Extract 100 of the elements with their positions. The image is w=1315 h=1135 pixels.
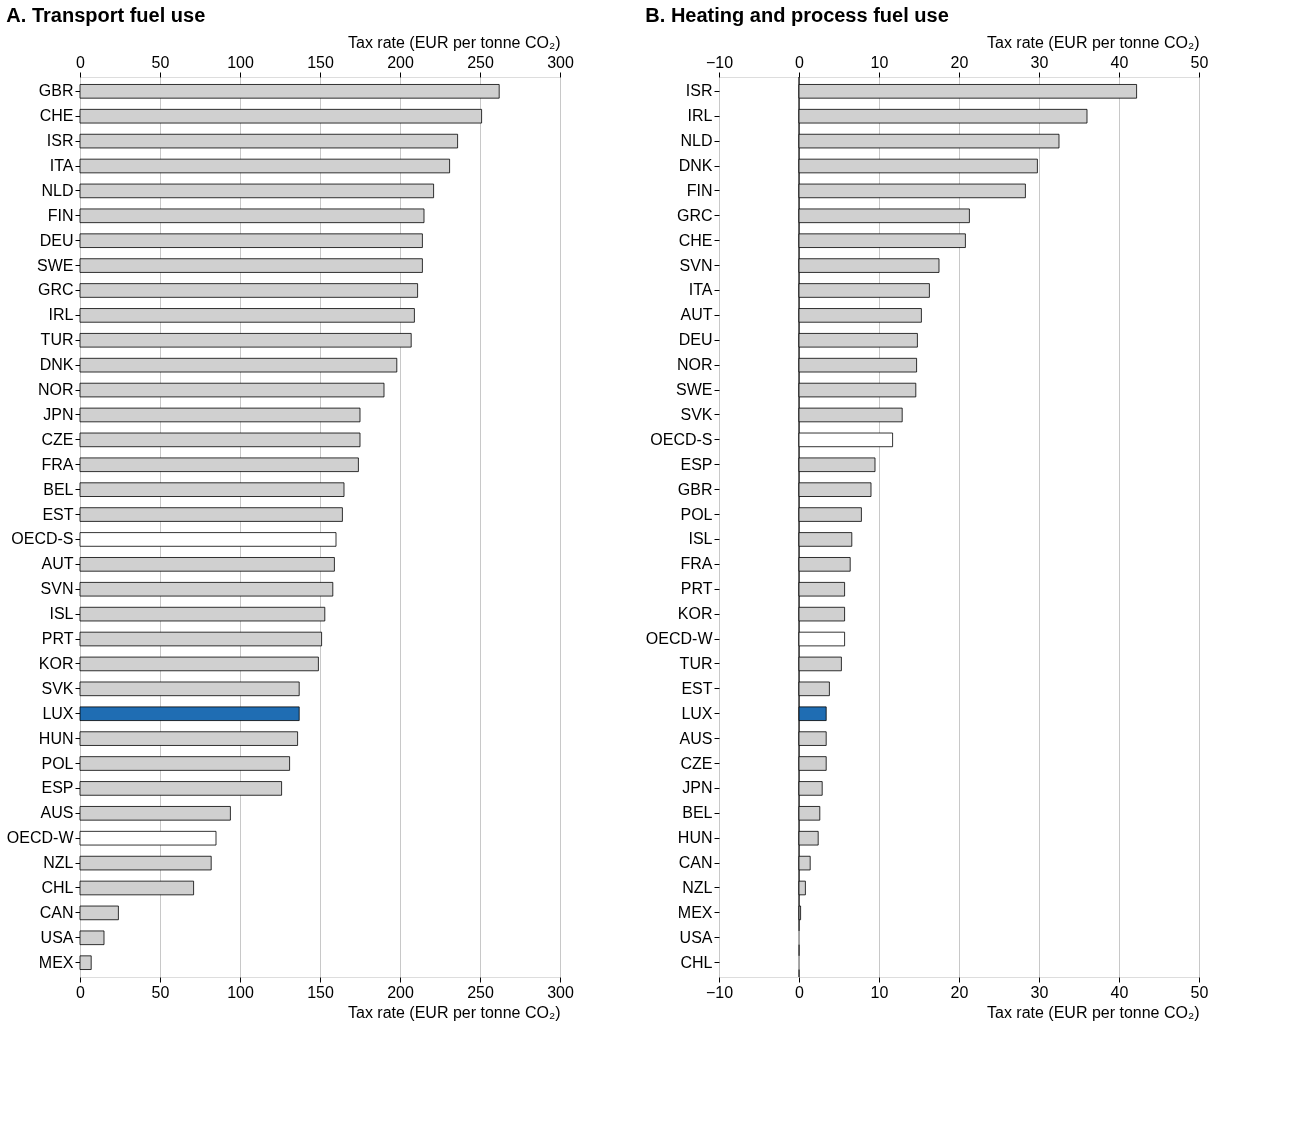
chart-title: B. Heating and process fuel use <box>645 4 949 26</box>
y-tick-label: SWE <box>37 256 74 274</box>
y-tick-label: GBR <box>38 82 74 100</box>
y-tick-label: CHL <box>41 879 74 896</box>
x2-tick-label: −10 <box>705 983 734 1001</box>
y-tick-label: BEL <box>682 804 713 822</box>
y-tick-label: DEU <box>39 231 74 249</box>
y-tick-label: IRL <box>687 107 713 125</box>
x2-axis-title: Tax rate (EUR per tonne CO₂) <box>347 33 561 51</box>
y-tick-label: SVN <box>40 580 74 598</box>
y-tick-label: DNK <box>39 356 74 374</box>
y-tick-label: ISR <box>46 132 74 150</box>
x-tick-label: 20 <box>950 53 969 71</box>
x2-tick-label: 100 <box>227 983 254 1001</box>
y-tick-label: CHE <box>39 107 74 125</box>
y-tick-label: LUX <box>681 704 713 722</box>
x-tick-label: 50 <box>151 53 170 71</box>
y-tick-label: AUT <box>41 555 74 573</box>
y-tick-label: USA <box>40 928 74 946</box>
x-tick-label: 100 <box>227 53 254 71</box>
y-tick-label: HUN <box>677 829 713 847</box>
x-tick-label: −10 <box>705 53 734 71</box>
y-tick-label: TUR <box>679 654 713 672</box>
y-tick-label: CZE <box>41 430 74 448</box>
x2-tick-label: 50 <box>151 983 170 1001</box>
x2-tick-label: 50 <box>1190 983 1209 1001</box>
y-tick-label: FRA <box>41 455 74 473</box>
y-tick-label: NOR <box>37 381 74 399</box>
y-tick-label: ITA <box>688 281 713 299</box>
y-tick-label: GRC <box>676 206 713 224</box>
x-tick-label: 300 <box>547 53 574 71</box>
x2-tick-label: 300 <box>547 983 574 1001</box>
y-tick-label: CHE <box>678 231 713 249</box>
y-tick-label: NOR <box>676 356 713 374</box>
y-tick-label: ISL <box>49 605 74 623</box>
y-tick-label: CZE <box>680 754 713 772</box>
y-tick-label: IRL <box>48 306 74 324</box>
y-tick-label: USA <box>679 928 713 946</box>
y-tick-label: GRC <box>37 281 74 299</box>
y-tick-label: JPN <box>43 405 74 423</box>
y-tick-label: EST <box>681 679 713 697</box>
y-tick-label: AUS <box>679 729 713 747</box>
x-tick-label: 10 <box>870 53 889 71</box>
y-tick-label: PRT <box>680 580 713 598</box>
y-tick-label: NLD <box>41 181 74 199</box>
x-tick-label: 150 <box>307 53 334 71</box>
y-tick-label: OECD-S <box>11 530 74 548</box>
y-tick-label: ISR <box>685 82 713 100</box>
y-tick-label: NLD <box>680 132 713 150</box>
y-tick-label: LUX <box>42 704 74 722</box>
y-tick-label: KOR <box>677 605 713 623</box>
x-axis-title: Tax rate (EUR per tonne CO₂) <box>986 1003 1200 1021</box>
x-tick-label: 40 <box>1110 53 1129 71</box>
x2-tick-label: 0 <box>76 983 86 1001</box>
x2-axis-title: Tax rate (EUR per tonne CO₂) <box>986 33 1200 51</box>
x-tick-label: 0 <box>76 53 86 71</box>
y-tick-label: SWE <box>676 381 713 399</box>
y-tick-label: JPN <box>682 779 713 797</box>
y-tick-label: DEU <box>678 331 713 349</box>
y-tick-label: SVK <box>41 679 74 697</box>
y-tick-label: AUS <box>40 804 74 822</box>
y-tick-label: SVN <box>679 256 713 274</box>
x2-tick-label: 30 <box>1030 983 1049 1001</box>
y-tick-label: CHL <box>680 953 713 971</box>
x-tick-label: 200 <box>387 53 414 71</box>
y-tick-label: CAN <box>678 854 713 872</box>
y-tick-label: MEX <box>677 903 713 921</box>
x2-tick-label: 200 <box>387 983 414 1001</box>
x-tick-label: 250 <box>467 53 494 71</box>
y-tick-label: FIN <box>47 206 74 224</box>
x-axis-title: Tax rate (EUR per tonne CO₂) <box>347 1003 561 1021</box>
y-tick-label: AUT <box>680 306 713 324</box>
x2-tick-label: 20 <box>950 983 969 1001</box>
y-tick-label: OECD-S <box>650 430 713 448</box>
y-tick-label: OECD-W <box>6 829 75 847</box>
y-tick-label: GBR <box>677 480 713 498</box>
y-tick-label: SVK <box>680 405 713 423</box>
x-tick-label: 0 <box>795 53 805 71</box>
y-tick-label: HUN <box>38 729 74 747</box>
y-tick-label: NZL <box>682 879 713 896</box>
y-tick-label: KOR <box>38 654 74 672</box>
chart-title: A. Transport fuel use <box>6 4 206 26</box>
x2-tick-label: 40 <box>1110 983 1129 1001</box>
y-tick-label: ESP <box>41 779 74 797</box>
y-tick-label: POL <box>41 754 74 772</box>
y-tick-label: BEL <box>43 480 74 498</box>
y-tick-label: POL <box>680 505 713 523</box>
y-tick-label: ESP <box>680 455 713 473</box>
y-tick-label: ISL <box>688 530 713 548</box>
y-tick-label: DNK <box>678 157 713 174</box>
y-tick-label: TUR <box>40 331 74 349</box>
y-tick-label: EST <box>42 505 74 523</box>
y-tick-label: NZL <box>43 854 74 872</box>
x-tick-label: 30 <box>1030 53 1049 71</box>
y-tick-label: ITA <box>49 157 74 174</box>
x2-tick-label: 250 <box>467 983 494 1001</box>
x2-tick-label: 10 <box>870 983 889 1001</box>
x-tick-label: 50 <box>1190 53 1209 71</box>
y-tick-label: CAN <box>39 903 74 921</box>
x2-tick-label: 150 <box>307 983 334 1001</box>
